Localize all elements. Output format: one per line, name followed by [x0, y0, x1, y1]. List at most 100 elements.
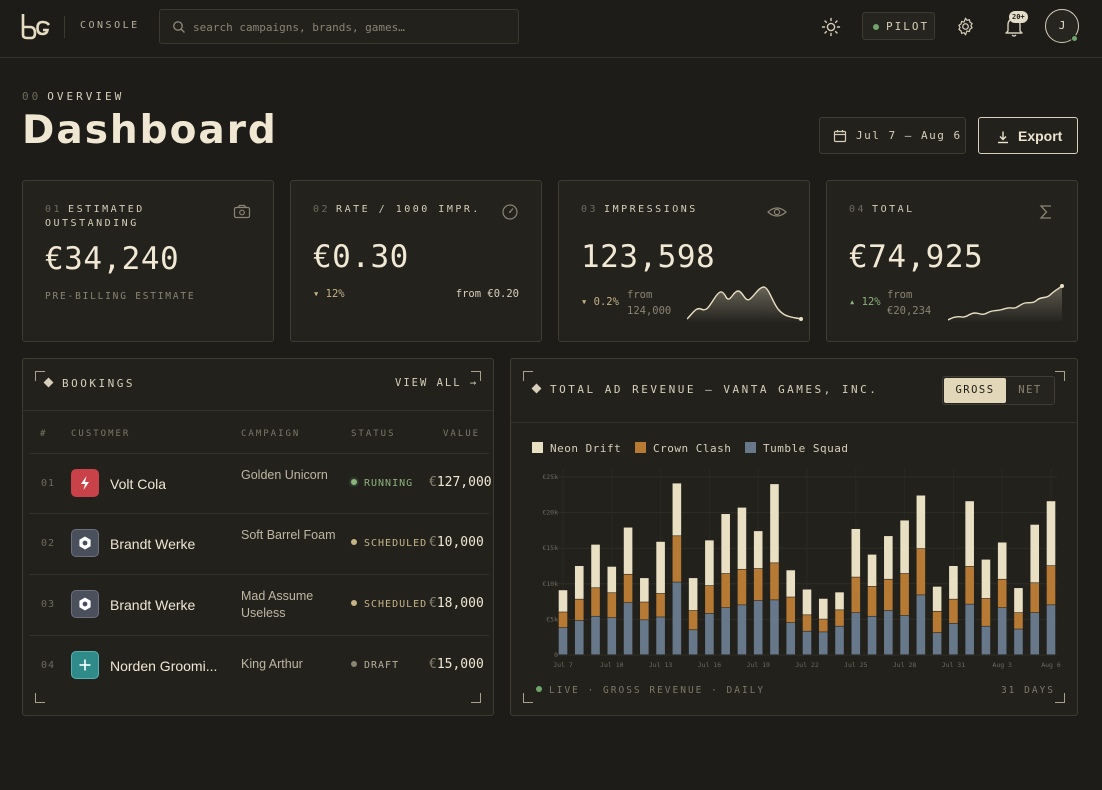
- pilot-mode-button[interactable]: PILOT: [862, 12, 935, 40]
- table-row[interactable]: 04 Norden Groomi... King Arthur DRAFT €1…: [29, 636, 489, 697]
- bar-segment: [688, 578, 698, 611]
- bar-segment: [737, 507, 747, 569]
- view-all-link[interactable]: VIEW ALL →: [395, 377, 479, 389]
- bar-segment: [705, 540, 714, 586]
- bar-segment: [1046, 605, 1056, 655]
- col-header-value[interactable]: VALUE: [443, 429, 481, 439]
- bar-segment: [965, 566, 974, 604]
- bar-segment: [1014, 588, 1023, 613]
- revenue-title: TOTAL AD REVENUE — VANTA GAMES, INC.: [531, 383, 878, 396]
- kpi-value: €74,925: [849, 239, 984, 275]
- bookings-title-text: BOOKINGS: [62, 377, 135, 390]
- customer-name[interactable]: Brandt Werke: [110, 597, 196, 613]
- booking-value: €127,000: [429, 475, 492, 490]
- col-header-status[interactable]: STATUS: [351, 429, 396, 439]
- kpi-label: 04 TOTAL: [849, 203, 915, 217]
- status-badge: SCHEDULED: [351, 538, 427, 549]
- customer-logo: [71, 469, 99, 497]
- bar-segment: [932, 611, 942, 633]
- kpi-card-impressions[interactable]: 03 IMPRESSIONS 123,598 ▾ 0.2% from 124,000: [558, 180, 810, 342]
- date-range-label: Jul 7 – Aug 6: [856, 129, 962, 142]
- customer-name[interactable]: Volt Cola: [110, 476, 167, 492]
- legend-swatch: [532, 442, 543, 453]
- x-tick-label: Jul 28: [893, 661, 917, 669]
- legend-swatch: [635, 442, 646, 453]
- bar-segment: [640, 578, 649, 602]
- currency-symbol: €: [429, 535, 437, 550]
- toggle-gross[interactable]: GROSS: [944, 378, 1006, 403]
- sigma-icon: [1039, 205, 1051, 219]
- bar-segment: [753, 531, 763, 569]
- gear-icon[interactable]: [955, 16, 976, 37]
- export-label: Export: [1018, 128, 1063, 144]
- search-box[interactable]: [159, 9, 519, 44]
- bar-segment: [818, 632, 828, 655]
- bar-segment: [916, 595, 926, 655]
- kpi-card-outstanding[interactable]: 01 ESTIMATED OUTSTANDING €34,240 PRE-BILL…: [22, 180, 274, 342]
- kpi-number: 03: [581, 204, 599, 215]
- legend-swatch: [745, 442, 756, 453]
- bar-segment: [981, 559, 991, 599]
- search-input[interactable]: [193, 18, 503, 36]
- col-header-customer[interactable]: CUSTOMER: [71, 429, 131, 439]
- corner-mark: [35, 693, 45, 703]
- avatar[interactable]: J: [1045, 9, 1079, 43]
- bar-segment: [656, 593, 665, 617]
- theme-toggle-icon[interactable]: [821, 17, 841, 37]
- date-range-button[interactable]: Jul 7 – Aug 6: [819, 117, 966, 154]
- legend-item[interactable]: Tumble Squad: [745, 441, 848, 455]
- table-row[interactable]: 01 Volt Cola Golden Unicorn RUNNING €127…: [29, 453, 492, 514]
- bar-segment: [623, 527, 633, 574]
- bar-segment: [1030, 524, 1040, 583]
- search-icon: [173, 21, 185, 33]
- toggle-net[interactable]: NET: [1018, 384, 1042, 396]
- status-badge: SCHEDULED: [351, 599, 427, 610]
- table-row[interactable]: 03 Brandt Werke Mad Assume Useless SCHED…: [29, 575, 489, 636]
- kpi-value: €0.30: [313, 239, 409, 275]
- bar-segment: [932, 632, 942, 655]
- bar-segment: [900, 520, 909, 574]
- bar-segment: [721, 514, 730, 574]
- value-amount: 127,000: [436, 475, 492, 490]
- export-button[interactable]: Export: [978, 117, 1078, 154]
- bookings-title: BOOKINGS: [43, 377, 135, 390]
- kpi-card-total[interactable]: 04 TOTAL €74,925 ▴ 12% from €20,234: [826, 180, 1078, 342]
- bar-segment: [835, 592, 844, 610]
- bar-segment: [851, 612, 861, 655]
- bar-segment: [786, 622, 796, 655]
- col-header-campaign[interactable]: CAMPAIGN: [241, 429, 301, 439]
- bar-segment: [981, 626, 991, 655]
- bolt-icon: [81, 476, 89, 490]
- customer-name[interactable]: Brandt Werke: [110, 536, 196, 552]
- bar-segment: [623, 603, 633, 655]
- bar-segment: [770, 563, 779, 600]
- legend-item[interactable]: Crown Clash: [635, 441, 731, 455]
- status-dot: [351, 539, 357, 545]
- kpi-label-text: TOTAL: [872, 204, 915, 215]
- y-tick-label: €25k: [542, 473, 558, 481]
- kpi-card-rate[interactable]: 02 RATE / 1000 IMPR. €0.30 ▾ 12% from €0.…: [290, 180, 542, 342]
- table-row[interactable]: 02 Brandt Werke Soft Barrel Foam SCHEDUL…: [29, 514, 489, 575]
- bar-segment: [558, 590, 568, 612]
- page-title: Dashboard: [22, 108, 278, 153]
- brand-logo[interactable]: [20, 12, 52, 40]
- wallet-icon: [233, 204, 251, 219]
- corner-mark: [523, 371, 533, 381]
- bar-segment: [721, 608, 730, 655]
- value-amount: 18,000: [436, 596, 484, 611]
- corner-mark: [1055, 693, 1065, 703]
- x-tick-label: Jul 16: [698, 661, 722, 669]
- corner-mark: [35, 371, 45, 381]
- bar-segment: [835, 610, 844, 626]
- bar-segment: [672, 536, 682, 582]
- bar-segment: [574, 566, 584, 599]
- bar-segment: [672, 483, 682, 536]
- bar-segment: [688, 610, 698, 630]
- customer-name[interactable]: Norden Groomi...: [110, 658, 218, 674]
- revenue-bar-chart: 0 €5k €10k €15k €20k €25k Jul 7 Jul 10 Jul 13 Jul…: [542, 469, 1061, 669]
- corner-mark: [1055, 371, 1065, 381]
- bar-segment: [591, 616, 600, 655]
- legend-item[interactable]: Neon Drift: [532, 441, 621, 455]
- bar-segment: [884, 610, 893, 655]
- gross-net-toggle[interactable]: GROSS NET: [942, 376, 1055, 405]
